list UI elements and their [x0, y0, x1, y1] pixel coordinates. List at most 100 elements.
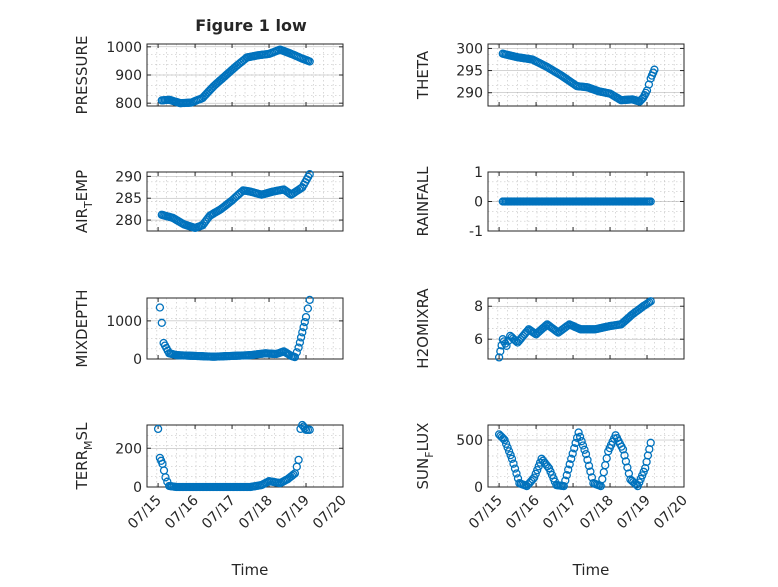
x-tick-label: 07/17 — [199, 493, 239, 533]
y-tick-label: 285 — [115, 191, 142, 207]
data-point — [580, 445, 589, 454]
data-point — [292, 348, 301, 357]
y-axis-label: AIRTEMP — [73, 170, 95, 233]
x-tick-label: 07/15 — [466, 493, 506, 533]
data-point — [157, 318, 166, 327]
data-point — [303, 304, 313, 313]
y-axis-label: PRESSURE — [73, 36, 91, 115]
data-point — [294, 343, 303, 352]
data-point — [504, 447, 514, 456]
data-point — [533, 465, 542, 475]
data-point — [153, 424, 163, 434]
axes-frame — [487, 297, 685, 360]
data-point — [570, 444, 579, 453]
y-axis-label: H2OMIXRA — [414, 288, 432, 369]
y-tick-label: 295 — [456, 64, 483, 80]
data-point — [575, 432, 585, 441]
x-tick-label: 07/18 — [236, 493, 276, 533]
data-point — [294, 455, 303, 465]
data-point — [646, 197, 655, 206]
y-axis-label: RAINFALL — [414, 166, 432, 237]
y-tick-label: 0 — [474, 480, 483, 496]
data-point — [598, 474, 607, 484]
data-point — [512, 469, 521, 478]
data-point — [620, 451, 629, 460]
y-axis-label: THETA — [414, 50, 432, 100]
data-point — [300, 317, 309, 327]
data-point — [500, 435, 509, 445]
data-point — [155, 303, 165, 312]
data-point — [587, 473, 597, 482]
data-point — [568, 449, 577, 458]
data-point — [578, 441, 588, 450]
data-point — [541, 321, 550, 330]
data-point — [501, 439, 511, 448]
data-point — [565, 460, 574, 469]
data-point — [564, 465, 573, 474]
data-point — [292, 462, 301, 471]
x-tick-label: 07/19 — [273, 493, 313, 533]
y-tick-label: 290 — [456, 86, 483, 102]
y-tick-label: 6 — [474, 332, 483, 348]
y-tick-label: 1 — [474, 165, 483, 181]
y-tick-label: 0 — [474, 195, 483, 211]
data-point — [646, 438, 655, 447]
y-tick-label: 800 — [115, 96, 142, 112]
y-tick-label: -1 — [469, 224, 483, 240]
y-tick-label: 1000 — [106, 314, 142, 330]
x-tick-label: 07/17 — [540, 493, 580, 533]
data-point — [298, 328, 307, 337]
y-tick-label: 300 — [456, 41, 483, 57]
data-point — [601, 461, 610, 470]
data-point — [506, 450, 515, 460]
x-axis-label: Time — [231, 561, 269, 579]
data-point — [530, 473, 539, 482]
data-point — [305, 295, 314, 305]
y-tick-label: 200 — [115, 441, 142, 457]
y-axis-label: MIXDEPTH — [73, 289, 91, 367]
figure-title: Figure 1 low — [195, 16, 307, 35]
data-point — [161, 473, 170, 482]
data-point — [494, 353, 504, 362]
y-tick-label: 0 — [133, 352, 142, 368]
data-point — [646, 297, 655, 306]
axes-frame — [146, 171, 344, 232]
data-point — [290, 352, 300, 362]
x-tick-label: 07/16 — [162, 492, 202, 532]
data-point — [583, 455, 592, 465]
data-point — [645, 298, 654, 307]
y-tick-label: 0 — [133, 480, 142, 496]
y-tick-label: 900 — [115, 68, 142, 84]
y-tick-label: 1000 — [106, 40, 142, 56]
data-point — [509, 459, 518, 468]
y-tick-label: 280 — [115, 213, 142, 229]
data-point — [561, 476, 570, 485]
x-tick-label: 07/20 — [310, 493, 350, 533]
data-point — [510, 464, 520, 473]
data-point — [305, 170, 314, 179]
data-point — [562, 471, 571, 480]
data-point — [507, 454, 517, 463]
data-point — [301, 312, 311, 322]
data-point — [618, 445, 628, 454]
data-point — [581, 449, 591, 459]
x-tick-label: 07/18 — [577, 493, 617, 533]
x-tick-label: 07/20 — [651, 493, 691, 533]
data-point — [305, 57, 314, 66]
data-point — [534, 462, 543, 471]
data-point — [494, 430, 504, 439]
axes-frame — [487, 424, 685, 488]
y-tick-label: 8 — [474, 299, 483, 315]
y-tick-label: 500 — [456, 433, 483, 449]
x-axis-label: Time — [572, 561, 610, 579]
data-point — [602, 454, 611, 463]
axes-frame — [487, 43, 685, 107]
data-point — [296, 333, 306, 342]
y-tick-label: 290 — [115, 169, 142, 185]
data-point — [299, 323, 308, 332]
data-point — [567, 454, 576, 463]
data-point — [511, 337, 521, 346]
data-point — [295, 338, 305, 347]
data-point — [650, 65, 659, 74]
